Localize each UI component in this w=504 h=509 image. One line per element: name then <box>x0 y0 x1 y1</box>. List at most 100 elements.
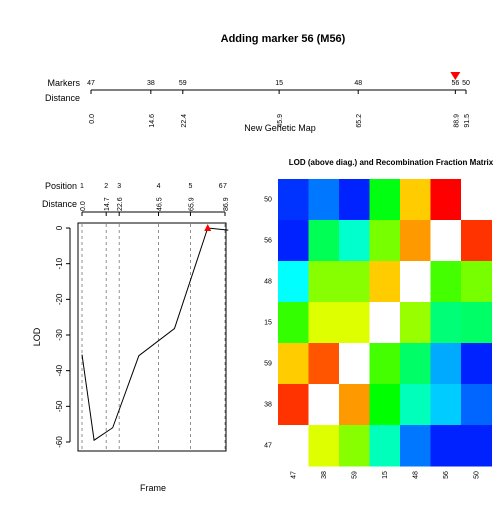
heatmap-cell <box>339 261 370 303</box>
heatmap-cell <box>308 384 340 426</box>
heatmap-cell <box>430 343 462 385</box>
lod-ylabel: LOD <box>32 327 42 346</box>
map-axis <box>90 89 467 94</box>
markers-row-label: Markers <box>47 78 80 88</box>
lod-line <box>81 224 229 442</box>
heatmap-cell <box>461 220 492 262</box>
heatmap-cell <box>308 302 340 344</box>
heatmap-cell <box>461 425 492 467</box>
lod-y-tick-label: -10 <box>55 257 64 269</box>
heatmap-row-label: 47 <box>264 443 272 450</box>
map-marker-label: 15 <box>275 80 283 87</box>
lod-y-tick-label: -60 <box>55 436 64 448</box>
heatmap-cell <box>461 302 492 344</box>
map-marker-label: 56 <box>451 80 459 87</box>
map-distance-label: 22.4 <box>181 114 188 128</box>
map-distance-label: 65.2 <box>356 114 363 128</box>
heatmap-cell <box>339 425 370 467</box>
heatmap-col-label: 59 <box>351 471 358 479</box>
position-distance-label: 46.5 <box>157 197 164 211</box>
position-row-label: Position <box>45 181 77 191</box>
heatmap-cell <box>278 220 309 262</box>
map-distance-label: 91.5 <box>464 114 471 128</box>
position-distance-label: 22.6 <box>117 197 124 211</box>
position-distance-label: 65.9 <box>188 197 195 211</box>
heatmap-cell <box>369 425 401 467</box>
map-distance-label: 0.0 <box>89 114 96 124</box>
map-distance-labels: 0.0 14.6 22.4 45.9 65.2 88.9 91.5 <box>89 114 471 128</box>
heatmap-col-labels: 47 38 59 15 48 56 50 <box>290 471 480 479</box>
heatmap-cell <box>308 261 340 303</box>
heatmap-cell <box>430 179 462 221</box>
heatmap-cell <box>278 302 309 344</box>
heatmap-col-label: 56 <box>443 471 450 479</box>
map-marker-label: 47 <box>87 80 95 87</box>
heatmap-cell <box>400 425 431 467</box>
lod-series-line <box>81 227 229 442</box>
heatmap-cell <box>461 343 492 385</box>
heatmap-cell <box>430 261 462 303</box>
heatmap-cell <box>308 179 340 221</box>
heatmap-row-labels: 50 56 48 15 59 38 47 <box>264 197 272 450</box>
distance-row-label: Distance <box>45 93 80 103</box>
position-label: 1 <box>80 183 84 190</box>
map-distance-label: 45.9 <box>277 114 284 128</box>
heatmap-cell <box>308 220 340 262</box>
heatmap-col-label: 38 <box>321 471 328 479</box>
lod-y-tick-label: -50 <box>55 400 64 412</box>
heatmap-cell <box>278 343 309 385</box>
map-distance-label: 88.9 <box>453 114 460 128</box>
map-marker-labels: 47 38 59 15 48 56 50 <box>87 72 470 87</box>
lod-frame-lines <box>81 224 226 450</box>
heatmap-col-label: 48 <box>412 471 419 479</box>
position-distance-label: 0.0 <box>80 201 87 211</box>
position-label: 6 <box>219 183 223 190</box>
map-marker-label: 50 <box>462 80 470 87</box>
heatmap-cell <box>400 220 431 262</box>
heatmap-cell <box>400 343 431 385</box>
lod-y-tick-label: 0 <box>55 225 64 230</box>
heatmap-cell <box>339 302 370 344</box>
heatmap-cell <box>400 302 431 344</box>
heatmap-cell <box>369 179 401 221</box>
position-label: 4 <box>157 183 161 190</box>
heatmap-cell <box>339 220 370 262</box>
lod-plot-box <box>77 222 227 452</box>
heatmap-cell <box>430 302 462 344</box>
heatmap-row-label: 59 <box>264 361 272 368</box>
heatmap-cell <box>400 261 431 303</box>
heatmap-cell <box>339 343 370 385</box>
heatmap-row-label: 56 <box>264 238 272 245</box>
map-title: Adding marker 56 (M56) <box>221 33 346 45</box>
heatmap-cell <box>278 425 309 467</box>
map-marker-label: 38 <box>147 80 155 87</box>
position-label: 3 <box>117 183 121 190</box>
heatmap-cell <box>339 384 370 426</box>
heatmap-row-label: 38 <box>264 402 272 409</box>
heatmap-cells <box>278 179 492 467</box>
heatmap-cell <box>278 179 309 221</box>
position-distance-label: 86.9 <box>223 197 230 211</box>
lod-xlabel: Frame <box>140 483 166 493</box>
heatmap-col-label: 15 <box>382 471 389 479</box>
heatmap-panel: LOD (above diag.) and Recombination Frac… <box>264 158 494 479</box>
heatmap-cell <box>369 220 401 262</box>
position-label: 7 <box>223 183 227 190</box>
heatmap-cell <box>430 425 462 467</box>
heatmap-cell <box>461 179 492 221</box>
heatmap-cell <box>369 343 401 385</box>
heatmap-cell <box>369 302 401 344</box>
heatmap-col-label: 47 <box>290 471 297 479</box>
heatmap-cell <box>339 179 370 221</box>
heatmap-cell <box>461 384 492 426</box>
map-marker-label: 59 <box>179 80 187 87</box>
lod-max-marker <box>204 224 212 231</box>
heatmap-cell <box>400 384 431 426</box>
heatmap-cell <box>430 220 462 262</box>
heatmap-cell <box>278 261 309 303</box>
position-distance-labels: 0.0 14.7 22.6 46.5 65.9 86.9 <box>80 197 230 216</box>
map-marker-label: 48 <box>354 80 362 87</box>
